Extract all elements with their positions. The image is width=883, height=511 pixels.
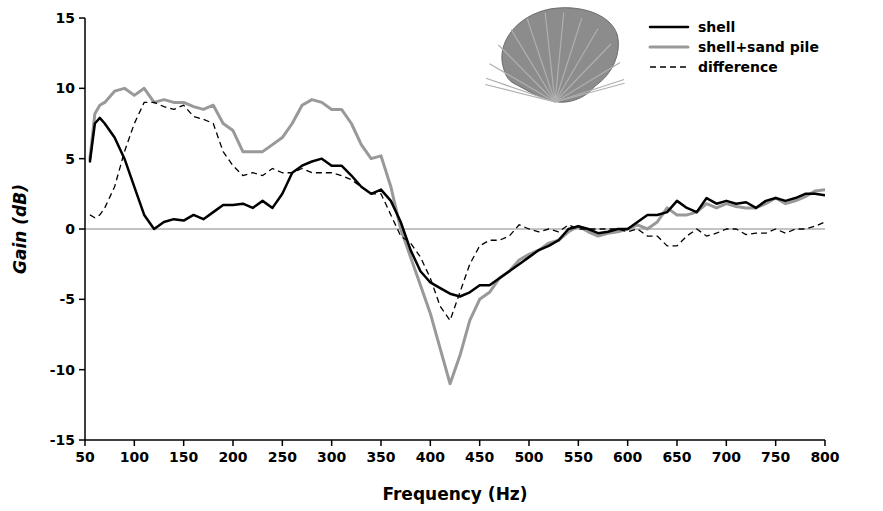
x-tick bbox=[676, 440, 678, 446]
shell-rib bbox=[485, 84, 555, 102]
y-tick bbox=[79, 299, 85, 301]
legend-swatch bbox=[650, 26, 688, 29]
x-tick-label: 250 bbox=[268, 449, 297, 465]
shell-picture bbox=[485, 8, 624, 102]
y-tick bbox=[79, 17, 85, 19]
y-axis-title: Gain (dB) bbox=[10, 184, 30, 274]
series-line bbox=[90, 118, 825, 297]
x-tick bbox=[726, 440, 728, 446]
x-tick-label: 550 bbox=[564, 449, 593, 465]
y-tick-label: 5 bbox=[65, 151, 75, 167]
x-tick-label: 350 bbox=[366, 449, 395, 465]
legend-swatch bbox=[650, 66, 688, 67]
x-tick-label: 200 bbox=[218, 449, 247, 465]
series-group bbox=[90, 88, 825, 383]
y-tick-label: 0 bbox=[65, 221, 75, 237]
shell-rib bbox=[527, 19, 555, 102]
legend-swatch bbox=[650, 46, 688, 49]
x-tick bbox=[331, 440, 333, 446]
x-tick bbox=[430, 440, 432, 446]
x-tick bbox=[183, 440, 185, 446]
x-tick-label: 300 bbox=[317, 449, 346, 465]
x-tick-label: 750 bbox=[761, 449, 790, 465]
chart: -15 -10 -5 0 5 10 15 50 100 150 200 250 300 350 400 450… bbox=[0, 0, 883, 511]
zero-line bbox=[85, 229, 825, 230]
y-tick bbox=[79, 88, 85, 90]
x-tick-label: 150 bbox=[169, 449, 198, 465]
x-tick bbox=[578, 440, 580, 446]
x-tick bbox=[528, 440, 530, 446]
x-tick-label: 650 bbox=[662, 449, 691, 465]
y-tick bbox=[79, 369, 85, 371]
series-line bbox=[90, 102, 825, 320]
x-tick bbox=[824, 440, 826, 446]
x-tick-label: 50 bbox=[75, 449, 95, 465]
series-line bbox=[90, 88, 825, 383]
y-tick-label: -5 bbox=[59, 291, 75, 307]
x-tick bbox=[627, 440, 629, 446]
shell-rib bbox=[511, 30, 555, 102]
shell-rib bbox=[555, 44, 611, 102]
y-tick bbox=[79, 158, 85, 160]
shell-rib bbox=[555, 13, 564, 102]
x-tick-label: 400 bbox=[416, 449, 445, 465]
x-axis-title: Frequency (Hz) bbox=[382, 484, 527, 504]
y-tick bbox=[79, 228, 85, 230]
y-tick-label: 10 bbox=[56, 80, 76, 96]
legend-label: shell+sand pile bbox=[698, 39, 819, 55]
x-tick bbox=[134, 440, 136, 446]
shell-rib bbox=[486, 78, 555, 102]
x-tick-label: 700 bbox=[712, 449, 741, 465]
x-tick bbox=[380, 440, 382, 446]
x-tick bbox=[232, 440, 234, 446]
x-tick bbox=[84, 440, 86, 446]
x-tick-label: 450 bbox=[465, 449, 494, 465]
shell-rib bbox=[555, 83, 625, 102]
legend-label: difference bbox=[698, 59, 778, 75]
x-tick-label: 600 bbox=[613, 449, 642, 465]
y-tick-label: -10 bbox=[50, 362, 76, 378]
x-tick-label: 100 bbox=[120, 449, 149, 465]
y-tick-label: -15 bbox=[50, 432, 75, 448]
x-tick bbox=[775, 440, 777, 446]
shell-body bbox=[502, 8, 619, 102]
y-tick-label: 15 bbox=[56, 10, 75, 26]
x-axis-line bbox=[85, 439, 825, 441]
x-tick bbox=[282, 440, 284, 446]
x-tick-label: 800 bbox=[810, 449, 839, 465]
x-tick-label: 500 bbox=[514, 449, 543, 465]
y-tick bbox=[79, 439, 85, 441]
x-tick bbox=[479, 440, 481, 446]
legend-label: shell bbox=[698, 19, 735, 35]
